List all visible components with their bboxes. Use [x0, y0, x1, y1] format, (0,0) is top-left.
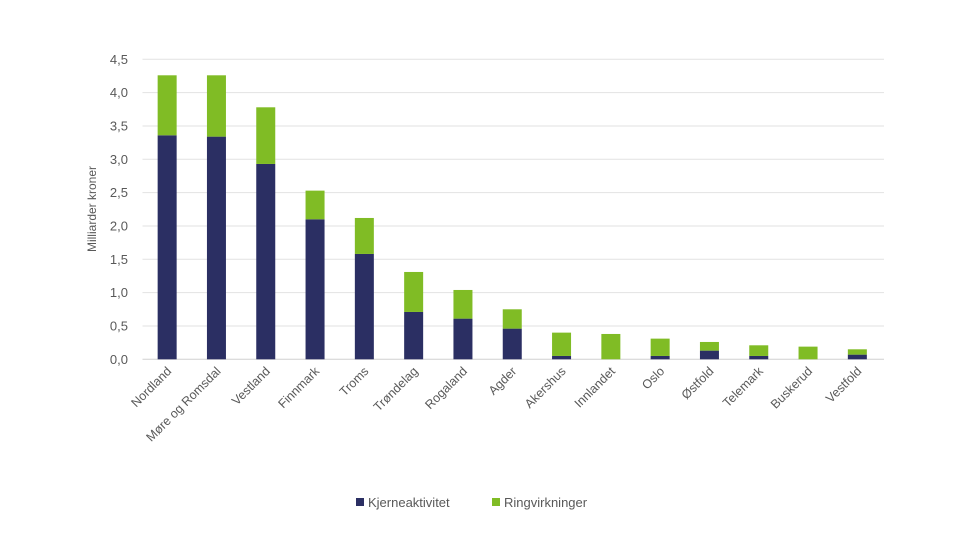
x-tick-label: Trøndelag: [371, 364, 421, 414]
y-axis-ticks: 0,0 0,5 1,0 1,5 2,0 2,5 3,0 3,5 4,0 4,5: [110, 52, 128, 367]
bar-ringvirkninger: [404, 271, 424, 312]
bar-ringvirkninger: [502, 309, 522, 329]
bar-ringvirkninger: [650, 338, 670, 356]
y-axis-title: Milliarder kroner: [85, 166, 99, 252]
bar-ringvirkninger: [305, 190, 325, 220]
bar-ringvirkninger: [453, 289, 473, 319]
x-tick-label: Rogaland: [422, 364, 470, 412]
bar-kjerneaktivitet: [453, 318, 473, 360]
bar-kjerneaktivitet: [502, 328, 522, 360]
x-tick-label: Østfold: [679, 364, 717, 402]
bar-kjerneaktivitet: [699, 350, 719, 360]
x-tick-label: Vestfold: [823, 364, 864, 405]
bar-kjerneaktivitet: [305, 219, 325, 360]
bar-ringvirkninger: [601, 333, 621, 360]
x-tick-label: Finnmark: [275, 364, 322, 411]
bar-ringvirkninger: [354, 217, 374, 254]
bar-kjerneaktivitet: [749, 355, 769, 360]
legend-swatch-kjerneaktivitet: [356, 498, 364, 506]
bar-ringvirkninger: [256, 107, 276, 164]
bar-kjerneaktivitet: [552, 355, 572, 360]
bar-kjerneaktivitet: [157, 135, 177, 360]
x-tick-label: Oslo: [639, 364, 667, 392]
bar-ringvirkninger: [699, 341, 719, 351]
y-tick-label: 4,5: [110, 52, 128, 67]
bar-ringvirkninger: [157, 75, 177, 136]
bar-kjerneaktivitet: [404, 311, 424, 360]
bar-ringvirkninger: [552, 332, 572, 356]
y-tick-label: 0,5: [110, 318, 128, 333]
bar-ringvirkninger: [798, 346, 818, 360]
bar-ringvirkninger: [206, 75, 226, 137]
bar-kjerneaktivitet: [206, 136, 226, 360]
x-tick-label: Innlandet: [572, 364, 619, 411]
bars: [157, 75, 867, 360]
legend: Kjerneaktivitet Ringvirkninger: [356, 495, 588, 510]
x-tick-label: Buskerud: [768, 364, 815, 411]
x-tick-label: Nordland: [128, 364, 174, 410]
bar-kjerneaktivitet: [650, 355, 670, 360]
legend-label-kjerneaktivitet: Kjerneaktivitet: [368, 495, 450, 510]
y-tick-label: 4,0: [110, 85, 128, 100]
bar-ringvirkninger: [749, 345, 769, 356]
y-tick-label: 2,5: [110, 185, 128, 200]
x-tick-label: Vestland: [229, 364, 273, 408]
legend-label-ringvirkninger: Ringvirkninger: [504, 495, 588, 510]
y-tick-label: 3,5: [110, 118, 128, 133]
legend-swatch-ringvirkninger: [492, 498, 500, 506]
y-tick-label: 1,0: [110, 285, 128, 300]
x-tick-label: Telemark: [720, 364, 766, 410]
x-tick-label: Akershus: [522, 364, 569, 411]
bar-ringvirkninger: [847, 349, 867, 355]
y-tick-label: 2,0: [110, 218, 128, 233]
bar-kjerneaktivitet: [847, 354, 867, 360]
x-tick-label: Agder: [486, 364, 519, 397]
y-tick-label: 3,0: [110, 152, 128, 167]
y-tick-label: 1,5: [110, 252, 128, 267]
x-tick-label: Troms: [337, 364, 372, 399]
bar-kjerneaktivitet: [256, 163, 276, 360]
bar-kjerneaktivitet: [354, 253, 374, 360]
y-tick-label: 0,0: [110, 352, 128, 367]
